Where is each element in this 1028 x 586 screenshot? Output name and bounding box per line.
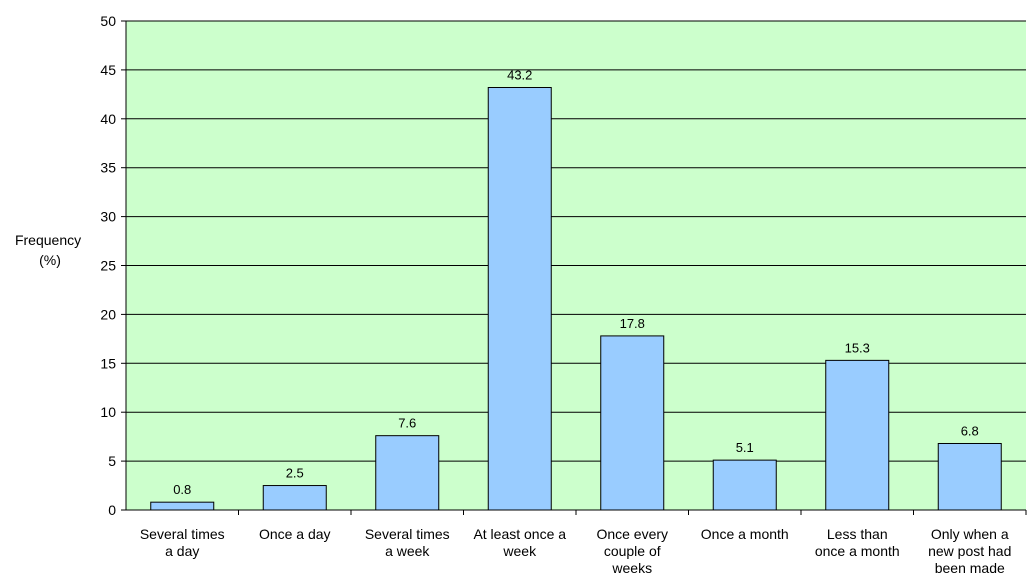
x-category-label: Less than once a month	[815, 526, 900, 559]
data-label: 5.1	[736, 440, 754, 455]
bar	[937, 442, 1002, 511]
x-category-label: Several times a day	[140, 526, 225, 559]
y-tick-label: 0	[108, 502, 116, 518]
y-axis-title: Frequency (%)	[15, 232, 85, 268]
y-tick-label: 45	[100, 62, 116, 78]
y-tick-label: 15	[100, 355, 116, 371]
data-label: 43.2	[507, 68, 532, 83]
bar	[150, 501, 215, 511]
y-tick-label: 20	[100, 306, 116, 322]
y-tick-label: 30	[100, 209, 116, 225]
bar	[262, 485, 327, 511]
data-label: 0.8	[173, 482, 191, 497]
bar	[712, 459, 777, 511]
bar	[487, 87, 552, 511]
bars	[150, 87, 1002, 511]
x-category-label: Once a day	[259, 526, 331, 542]
y-axis-tick-labels: 0 5 10 15 20 25 30 35 40 45 50	[100, 13, 116, 518]
y-tick-label: 25	[100, 258, 116, 274]
y-tick-label: 10	[100, 404, 116, 420]
data-label: 17.8	[620, 316, 645, 331]
bar	[825, 359, 890, 511]
y-tick-label: 50	[100, 13, 116, 29]
gridlines	[121, 20, 1026, 511]
x-axis-category-labels: Several times a day Once a day Several time…	[140, 510, 1027, 576]
x-category-label: Once every couple of weeks	[596, 526, 668, 576]
bar	[600, 335, 665, 511]
data-label: 2.5	[286, 466, 304, 481]
data-labels: 0.8 2.5 7.6 43.2 17.8 5.1 15.3 6.8	[173, 68, 979, 498]
data-label: 6.8	[961, 423, 979, 438]
x-category-label: Only when a new post had been made	[928, 526, 1011, 576]
y-tick-label: 35	[100, 160, 116, 176]
bar	[375, 435, 440, 511]
data-label: 15.3	[845, 340, 870, 355]
y-tick-label: 40	[100, 111, 116, 127]
x-category-label: Several times a week	[365, 526, 450, 559]
data-label: 7.6	[398, 416, 416, 431]
y-tick-label: 5	[108, 453, 116, 469]
x-category-label: At least once a week	[473, 526, 566, 559]
x-category-label: Once a month	[701, 526, 789, 542]
